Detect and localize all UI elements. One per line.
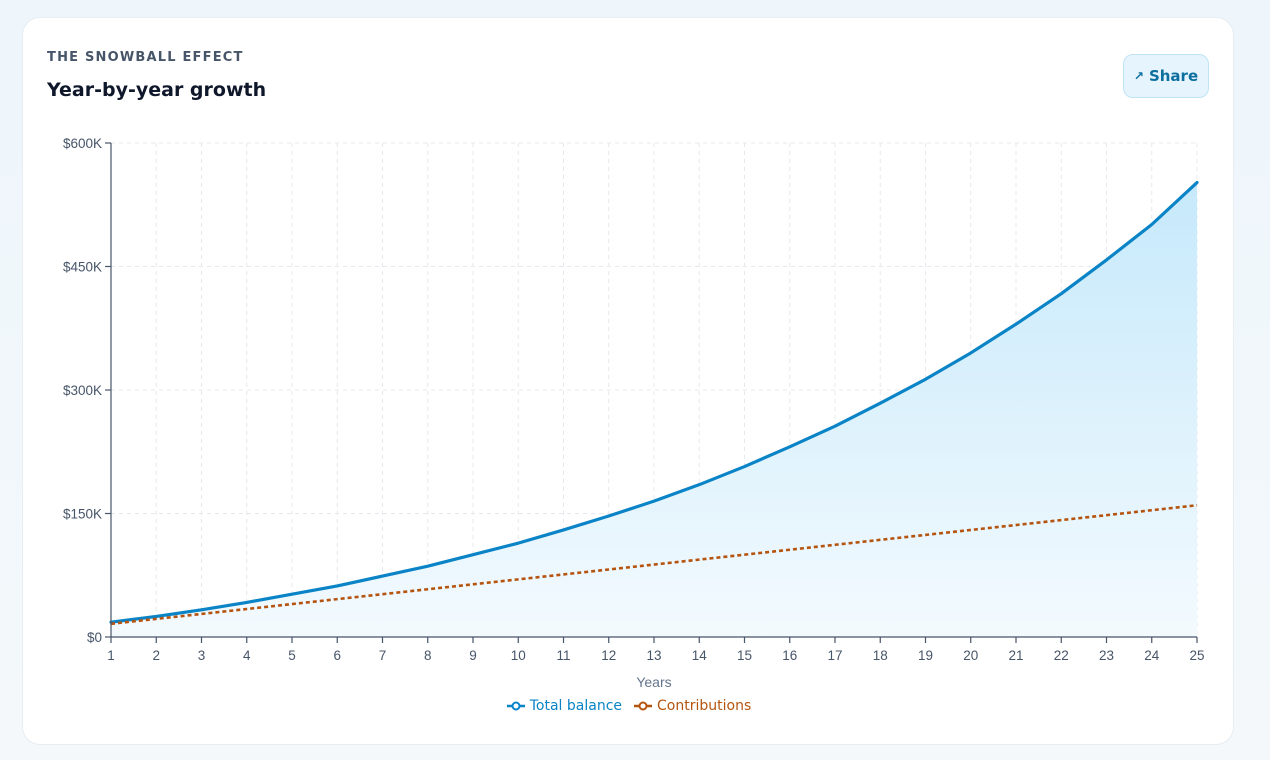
x-tick-label: 14 <box>692 648 708 663</box>
x-tick-label: 22 <box>1054 648 1069 663</box>
arrow-up-right-icon: ↗ <box>1133 69 1144 83</box>
legend-marker-contributions-icon <box>634 701 653 711</box>
x-tick-label: 8 <box>424 648 432 663</box>
y-tick-label: $150K <box>63 507 102 522</box>
x-tick-label: 17 <box>827 648 842 663</box>
x-tick-label: 3 <box>198 648 206 663</box>
x-tick-label: 2 <box>152 648 160 663</box>
x-tick-label: 23 <box>1099 648 1114 663</box>
growth-card: THE SNOWBALL EFFECT Year-by-year growth … <box>22 17 1234 745</box>
x-tick-label: 6 <box>333 648 341 663</box>
x-tick-label: 20 <box>963 648 978 663</box>
x-tick-label: 18 <box>873 648 888 663</box>
total-balance-area <box>111 182 1197 637</box>
x-tick-label: 13 <box>646 648 661 663</box>
x-tick-label: 15 <box>737 648 752 663</box>
legend-marker-total-icon <box>506 701 525 711</box>
chart-legend: Total balance Contributions <box>23 698 1235 714</box>
x-tick-label: 1 <box>107 648 115 663</box>
x-tick-label: 10 <box>511 648 526 663</box>
section-eyebrow: THE SNOWBALL EFFECT <box>47 50 244 65</box>
x-tick-label: 7 <box>379 648 387 663</box>
share-button[interactable]: ↗ Share <box>1123 54 1209 98</box>
x-tick-label: 24 <box>1144 648 1160 663</box>
y-tick-label: $600K <box>63 136 102 151</box>
share-label: Share <box>1148 67 1199 85</box>
legend-item-contributions[interactable]: Contributions <box>634 698 751 714</box>
total-balance-line <box>109 180 1199 624</box>
x-axis-label: Years <box>636 674 671 690</box>
x-tick-label: 16 <box>782 648 797 663</box>
x-tick-label: 21 <box>1008 648 1023 663</box>
y-tick-label: $450K <box>63 260 102 275</box>
x-tick-label: 11 <box>556 648 570 663</box>
y-tick-label: $0 <box>87 630 102 645</box>
y-tick-label: $300K <box>63 383 102 398</box>
x-tick-label: 25 <box>1189 648 1204 663</box>
legend-item-total-balance[interactable]: Total balance <box>506 698 623 714</box>
x-tick-label: 5 <box>288 648 296 663</box>
legend-label-total-balance: Total balance <box>529 698 623 714</box>
x-tick-label: 12 <box>601 648 616 663</box>
legend-label-contributions: Contributions <box>657 698 752 714</box>
x-tick-label: 4 <box>243 648 251 663</box>
x-tick-label: 9 <box>469 648 477 663</box>
contributions-line <box>110 503 1198 626</box>
x-tick-label: 19 <box>918 648 933 663</box>
chart-title: Year-by-year growth <box>47 79 267 101</box>
